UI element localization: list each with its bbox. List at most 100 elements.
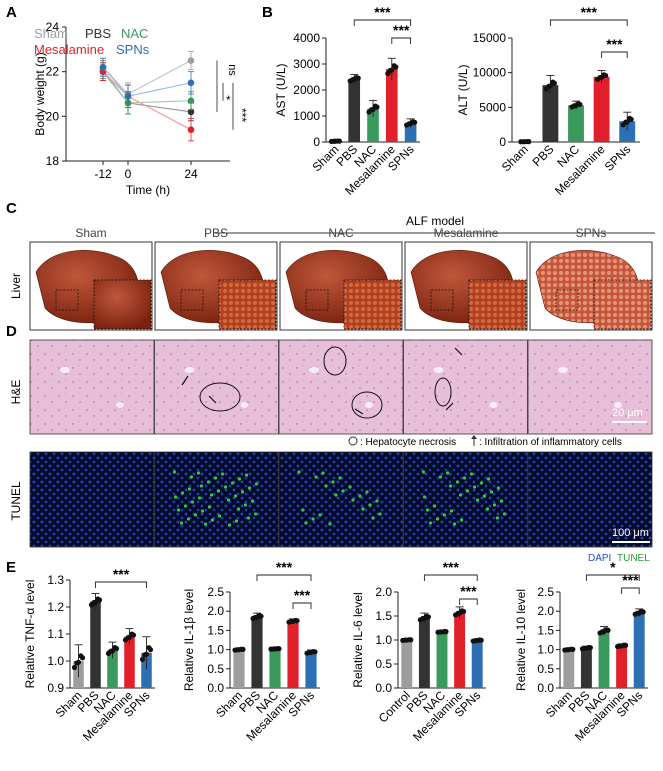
y-axis-label: Relative IL-6 level bbox=[351, 592, 365, 687]
infiltration-legend-arrowhead bbox=[471, 435, 477, 439]
tunel-positive-cell bbox=[211, 518, 214, 521]
y-tick-label: 2.5 bbox=[537, 585, 554, 599]
necrosis-legend-text: : Hepatocyte necrosis bbox=[360, 437, 456, 448]
sig-bracket bbox=[424, 575, 477, 581]
tunel-positive-cell bbox=[439, 475, 442, 478]
y-tick-label: 1.3 bbox=[47, 573, 64, 587]
y-tick-label: 15000 bbox=[473, 31, 507, 45]
sig-label: *** bbox=[276, 559, 293, 575]
y-tick-label: 20 bbox=[46, 109, 60, 123]
tunel-positive-cell bbox=[436, 517, 439, 520]
tunel-image bbox=[404, 452, 528, 547]
data-dot bbox=[127, 635, 132, 640]
y-tick-label: 3000 bbox=[293, 57, 320, 71]
tunel-positive-cell bbox=[191, 500, 194, 503]
tunel-positive-cell bbox=[490, 490, 493, 493]
tunel-positive-cell bbox=[460, 518, 463, 521]
data-dot bbox=[140, 657, 145, 662]
data-dot bbox=[272, 646, 277, 651]
tunel-positive-cell bbox=[500, 499, 503, 502]
tunel-positive-cell bbox=[378, 512, 381, 515]
data-point-spns bbox=[188, 80, 195, 87]
data-dot bbox=[475, 638, 480, 643]
tunel-positive-cell bbox=[470, 472, 473, 475]
zoom-inset bbox=[469, 280, 526, 329]
data-dot bbox=[76, 660, 81, 665]
tunel-positive-cell bbox=[459, 493, 462, 496]
bar-nac bbox=[437, 632, 448, 688]
y-tick-label: 0.5 bbox=[375, 657, 392, 671]
y-tick-label: 1.0 bbox=[207, 643, 224, 657]
liver-col-label-sham: Sham bbox=[75, 226, 106, 240]
tunel-positive-cell bbox=[321, 471, 324, 474]
tunel-positive-cell bbox=[184, 504, 187, 507]
tunel-positive-cell bbox=[247, 516, 250, 519]
bar-pbs bbox=[348, 79, 360, 142]
data-dot bbox=[599, 75, 604, 80]
tunel-positive-cell bbox=[449, 484, 452, 487]
tunel-positive-cell bbox=[238, 477, 241, 480]
sig-bracket bbox=[622, 588, 640, 594]
bar-spns bbox=[634, 613, 645, 688]
data-dot bbox=[146, 645, 151, 650]
y-tick-label: 18 bbox=[46, 154, 60, 168]
tunel-positive-cell bbox=[351, 498, 354, 501]
tunel-scale-label: 100 μm bbox=[612, 527, 649, 539]
sig-label: *** bbox=[113, 566, 130, 582]
y-tick-label: 0.9 bbox=[47, 681, 64, 695]
tunel-positive-cell bbox=[254, 512, 257, 515]
sig-label: *** bbox=[460, 583, 477, 599]
data-dot bbox=[584, 646, 589, 651]
sig-label: *** bbox=[374, 4, 391, 20]
sig-label: *** bbox=[393, 22, 410, 38]
he-vessel bbox=[434, 367, 444, 373]
he-vessel bbox=[309, 367, 319, 373]
tunel-positive-cell bbox=[493, 503, 496, 506]
tunel-positive-cell bbox=[227, 498, 230, 501]
tunel-positive-cell bbox=[348, 485, 351, 488]
tunel-positive-cell bbox=[496, 516, 499, 519]
tunel-positive-cell bbox=[197, 471, 200, 474]
tunel-positive-cell bbox=[301, 508, 304, 511]
data-dot bbox=[78, 653, 83, 658]
x-tick-label: PBS bbox=[530, 142, 557, 169]
bar-mesalamine bbox=[594, 77, 610, 142]
sig-bracket bbox=[96, 582, 147, 588]
y-tick-label: 1.2 bbox=[47, 600, 64, 614]
y-tick-label: 1.0 bbox=[375, 633, 392, 647]
y-tick-label: 0 bbox=[313, 135, 320, 149]
y-axis-label: AST (U/L) bbox=[274, 63, 288, 116]
bar-nac bbox=[269, 649, 280, 688]
data-dot bbox=[619, 643, 624, 648]
tunel-positive-cell bbox=[368, 503, 371, 506]
sig-bracket bbox=[602, 52, 628, 58]
tunel-positive-cell bbox=[180, 521, 183, 524]
he-scale-label: 20 μm bbox=[612, 407, 643, 419]
y-axis-label: ALT (U/L) bbox=[456, 65, 470, 116]
tunel-positive-cell bbox=[476, 498, 479, 501]
data-dot bbox=[93, 600, 98, 605]
tunel-image bbox=[155, 452, 279, 547]
data-dot bbox=[637, 610, 642, 615]
bar-sham bbox=[563, 650, 574, 688]
y-tick-label: 2.0 bbox=[207, 604, 224, 618]
liver-col-label-pbs: PBS bbox=[204, 226, 228, 240]
zoom-inset bbox=[344, 280, 401, 329]
liver-col-label-nac: NAC bbox=[328, 226, 354, 240]
bar-pbs bbox=[419, 618, 430, 688]
data-point-sham bbox=[188, 57, 195, 64]
tunel-positive-cell bbox=[210, 493, 213, 496]
tunel-image bbox=[279, 452, 403, 547]
tunel-positive-cell bbox=[245, 473, 248, 476]
tunel-positive-cell bbox=[314, 475, 317, 478]
bar-pbs bbox=[90, 602, 101, 688]
data-dot bbox=[625, 119, 630, 124]
tunel-positive-cell bbox=[231, 481, 234, 484]
data-dot bbox=[333, 139, 338, 144]
he-image bbox=[528, 340, 652, 434]
data-dot bbox=[352, 77, 357, 82]
tunel-row-label: TUNEL bbox=[9, 481, 23, 521]
